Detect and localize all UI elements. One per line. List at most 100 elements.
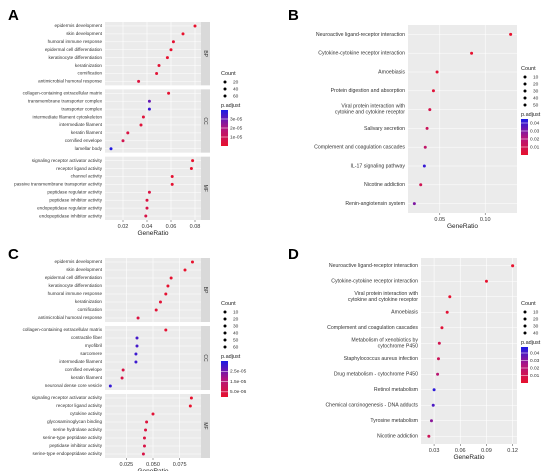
data-point: [158, 300, 162, 304]
legend-size-label: 10: [533, 74, 539, 80]
legend-size-dot: [523, 75, 527, 79]
panel-label-b: B: [288, 7, 299, 24]
facet-mf: MF signaling receptor activator activity r…: [14, 156, 210, 220]
term-label: Protein digestion and absorption: [331, 88, 406, 94]
data-point: [412, 202, 416, 206]
data-point: [193, 24, 197, 28]
data-point: [164, 292, 168, 296]
facet-strip-label: CC: [202, 354, 208, 362]
term-label: neuronal dense core vesicle: [45, 383, 103, 388]
term-label: transporter complex: [61, 106, 102, 111]
legend-color-label: 0.03: [530, 358, 540, 364]
legend-color-label: 3e-05: [230, 116, 243, 122]
facet-strip-label: MF: [202, 422, 208, 429]
plot-background: [105, 89, 201, 153]
facet-main: Neuroactive ligand-receptor interaction C…: [314, 25, 517, 213]
legend-color-label: 0.01: [530, 373, 540, 379]
data-point: [121, 139, 125, 143]
facet-mf: MF signaling receptor activator activity r…: [32, 394, 210, 458]
facet-strip: [201, 156, 210, 220]
data-point: [428, 108, 432, 112]
term-label: antimicrobial humoral response: [38, 315, 102, 320]
data-point: [147, 190, 151, 194]
term-label: serine hydrolase activity: [53, 427, 103, 432]
data-point: [167, 91, 171, 95]
term-label: Complement and coagulation cascades: [314, 145, 405, 151]
data-point: [425, 126, 429, 130]
legend-color-bar: [221, 361, 228, 397]
facet-strip: [201, 22, 210, 86]
legend-size-dot: [223, 80, 227, 84]
legend-size-label: 50: [533, 102, 539, 108]
term-label: keratin filament: [71, 375, 103, 380]
data-point: [145, 198, 149, 202]
term-label: Neuroactive ligand-receptor interaction: [316, 32, 405, 38]
term-label: Cytokine-cytokine receptor interaction: [318, 51, 405, 57]
chart-c: BP epidermis development skin development e…: [23, 258, 247, 471]
data-point: [181, 32, 185, 36]
term-label: keratinocyte differentiation: [48, 55, 102, 60]
legend-size-dot: [523, 310, 527, 314]
data-point: [141, 452, 145, 456]
legend-size-label: 20: [533, 316, 539, 322]
term-label: Staphylococcus aureus infection: [344, 356, 419, 362]
data-point: [435, 70, 439, 74]
term-label: serine-type peptidase activity: [43, 435, 103, 440]
term-label: epidermal cell differentiation: [45, 275, 103, 280]
data-point: [147, 99, 151, 103]
data-point: [440, 326, 444, 330]
data-point: [108, 384, 112, 388]
legend-color-label: 1e-05: [230, 134, 243, 140]
legend-size-label: 20: [533, 81, 539, 87]
legend-size-label: 40: [533, 95, 539, 101]
facet-cc: CC collagen-containing extracellular matr…: [23, 89, 210, 153]
x-tick-label: 0.03: [429, 448, 440, 454]
legend-color-label: 0.02: [530, 365, 540, 371]
x-axis-label: GeneRatio: [453, 454, 484, 461]
x-tick-label: 0.06: [455, 448, 466, 454]
term-label-line: Viral protein interaction with: [354, 291, 418, 297]
facet-cc: CC collagen-containing extracellular matr…: [23, 326, 210, 390]
legend-size-label: 20: [233, 316, 239, 322]
plot-background: [421, 258, 517, 444]
facet-strip: [201, 326, 210, 390]
term-label: Salivary secretion: [364, 126, 405, 132]
term-label: humoral immune response: [48, 291, 103, 296]
term-label: peptidase inhibitor activity: [49, 443, 102, 448]
legend-color-label: 0.01: [530, 144, 540, 150]
legend-size-dot: [223, 345, 227, 349]
data-point: [145, 206, 149, 210]
legend-size-dot: [223, 94, 227, 98]
term-label: Cytokine-cytokine receptor interaction: [331, 279, 418, 285]
legend-size-dot: [223, 331, 227, 335]
data-point: [429, 419, 433, 423]
term-label: keratinocyte differentiation: [48, 283, 102, 288]
term-label: Chemical carcinogenesis - DNA adducts: [325, 403, 418, 409]
x-tick-label: 0.02: [118, 224, 129, 230]
panel-label-c: C: [8, 246, 19, 263]
term-label: keratinization: [75, 299, 103, 304]
term-label: skin development: [66, 31, 102, 36]
legend-size-title: Count: [221, 71, 236, 77]
term-label: Complement and coagulation cascades: [327, 325, 418, 331]
data-point: [427, 434, 431, 438]
term-label: contractile fiber: [71, 335, 103, 340]
legend-color-title: p.adjust: [221, 103, 241, 109]
legend-size-label: 10: [233, 309, 239, 315]
legend-size-dot: [523, 324, 527, 328]
term-label: collagen-containing extracellular matrix: [23, 91, 103, 96]
x-tick-label: 0.06: [166, 224, 177, 230]
data-point: [142, 436, 146, 440]
term-label: intermediate filament: [59, 122, 102, 127]
term-label-line: cytokine and cytokine receptor: [335, 110, 405, 116]
plot-background: [408, 25, 517, 213]
legend-size-label: 10: [533, 309, 539, 315]
legend-color-bar: [521, 347, 528, 383]
term-label: sarcomere: [80, 351, 102, 356]
data-point: [134, 352, 138, 356]
legend-color-label: 0.02: [530, 136, 540, 142]
data-point: [484, 279, 488, 283]
x-tick-label: 0.075: [173, 462, 187, 468]
facet-bp: BP epidermis development skin development h…: [38, 22, 210, 86]
